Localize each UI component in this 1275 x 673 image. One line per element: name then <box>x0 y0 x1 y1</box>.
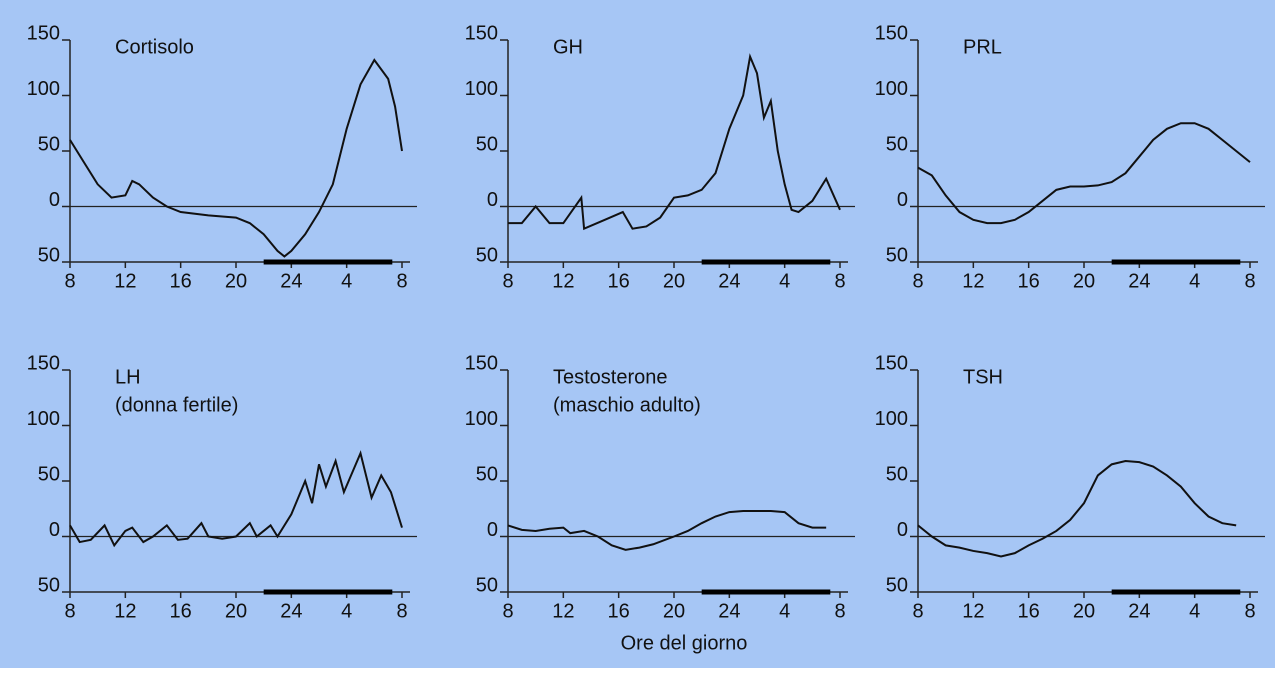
x-tick-label: 8 <box>502 270 513 292</box>
x-tick-label: 4 <box>341 600 352 622</box>
y-tick-label: 50 <box>476 574 498 596</box>
panel-title: Testosterone <box>553 366 668 388</box>
y-tick-label: 50 <box>38 244 60 266</box>
x-tick-label: 20 <box>663 270 685 292</box>
x-tick-label: 24 <box>1128 600 1150 622</box>
x-tick-label: 24 <box>718 270 740 292</box>
y-tick-label: 0 <box>897 189 908 211</box>
y-tick-label: 50 <box>38 133 60 155</box>
panel-title: GH <box>553 36 583 58</box>
panel-title: Cortisolo <box>115 36 194 58</box>
y-tick-label: 0 <box>897 519 908 541</box>
x-tick-label: 20 <box>1073 600 1095 622</box>
x-tick-label: 12 <box>114 270 136 292</box>
panel-subtitle: (donna fertile) <box>115 394 238 416</box>
hormone-line <box>917 460 1237 558</box>
x-tick-label: 16 <box>170 270 192 292</box>
y-tick-label: 150 <box>875 22 908 44</box>
panel-title: TSH <box>963 366 1003 388</box>
x-tick-label: 4 <box>1189 270 1200 292</box>
x-tick-label: 4 <box>1189 600 1200 622</box>
x-tick-label: 8 <box>396 270 407 292</box>
y-tick-label: 100 <box>465 408 498 430</box>
y-tick-label: 100 <box>465 78 498 100</box>
x-tick-label: 8 <box>1244 600 1255 622</box>
x-tick-label: 12 <box>552 270 574 292</box>
hormone-line <box>507 509 827 551</box>
y-tick-label: 100 <box>27 78 60 100</box>
x-tick-label: 24 <box>718 600 740 622</box>
x-tick-label: 24 <box>1128 270 1150 292</box>
y-tick-label: 50 <box>38 574 60 596</box>
x-tick-label: 20 <box>1073 270 1095 292</box>
x-tick-label: 20 <box>225 600 247 622</box>
panel-title: PRL <box>963 36 1002 58</box>
y-tick-label: 50 <box>886 244 908 266</box>
x-tick-label: 4 <box>779 600 790 622</box>
x-tick-label: 8 <box>912 270 923 292</box>
x-tick-label: 8 <box>396 600 407 622</box>
x-tick-label: 16 <box>1018 270 1040 292</box>
x-tick-label: 4 <box>341 270 352 292</box>
y-tick-label: 50 <box>38 463 60 485</box>
x-tick-label: 24 <box>280 270 302 292</box>
panel-subtitle: (maschio adulto) <box>553 394 701 416</box>
y-tick-label: 150 <box>27 352 60 374</box>
x-tick-label: 12 <box>962 270 984 292</box>
x-tick-label: 16 <box>608 270 630 292</box>
y-tick-label: 150 <box>465 352 498 374</box>
y-tick-label: 50 <box>476 133 498 155</box>
y-tick-label: 150 <box>465 22 498 44</box>
y-tick-label: 0 <box>487 519 498 541</box>
x-tick-label: 20 <box>663 600 685 622</box>
x-tick-label: 8 <box>834 600 845 622</box>
y-tick-label: 50 <box>886 574 908 596</box>
x-tick-label: 8 <box>64 270 75 292</box>
x-tick-label: 12 <box>114 600 136 622</box>
x-tick-label: 12 <box>552 600 574 622</box>
y-tick-label: 100 <box>27 408 60 430</box>
y-tick-label: 150 <box>27 22 60 44</box>
x-tick-label: 4 <box>779 270 790 292</box>
hormone-line <box>69 450 403 548</box>
x-tick-label: 12 <box>962 600 984 622</box>
y-tick-label: 100 <box>875 78 908 100</box>
x-tick-label: 24 <box>280 600 302 622</box>
y-tick-label: 50 <box>886 463 908 485</box>
x-tick-label: 16 <box>170 600 192 622</box>
x-tick-label: 8 <box>912 600 923 622</box>
x-tick-label: 16 <box>1018 600 1040 622</box>
y-tick-label: 100 <box>875 408 908 430</box>
y-tick-label: 0 <box>487 189 498 211</box>
hormone-line <box>508 53 841 231</box>
x-tick-label: 16 <box>608 600 630 622</box>
x-tick-label: 8 <box>64 600 75 622</box>
x-tick-label: 20 <box>225 270 247 292</box>
y-tick-label: 50 <box>476 463 498 485</box>
x-tick-label: 8 <box>502 600 513 622</box>
x-tick-label: 8 <box>834 270 845 292</box>
hormone-line <box>69 58 403 258</box>
y-tick-label: 0 <box>49 189 60 211</box>
y-tick-label: 50 <box>886 133 908 155</box>
y-tick-label: 150 <box>875 352 908 374</box>
x-tick-label: 8 <box>1244 270 1255 292</box>
y-tick-label: 0 <box>49 519 60 541</box>
hormone-line <box>917 122 1251 225</box>
x-axis-label: Ore del giorno <box>621 632 748 654</box>
panel-title: LH <box>115 366 141 388</box>
y-tick-label: 50 <box>476 244 498 266</box>
